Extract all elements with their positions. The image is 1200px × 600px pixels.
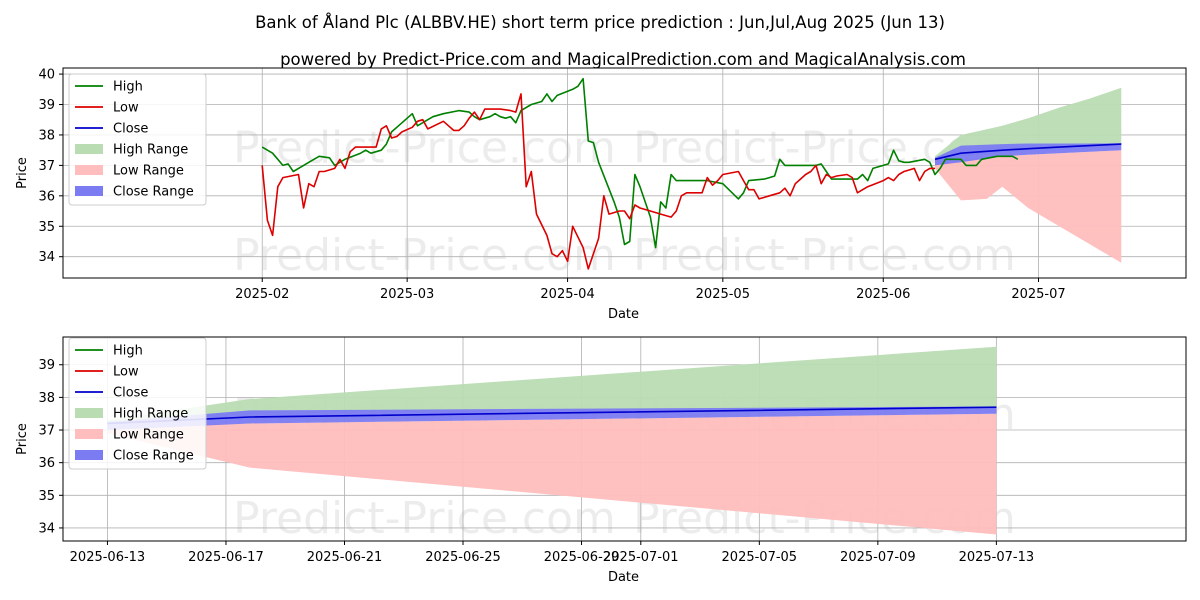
chart2-x-tick-label: 2025-06-25	[425, 550, 501, 565]
chart1-legend-label-low: Low	[113, 101, 139, 116]
chart1-y-tick-label: 37	[38, 159, 55, 174]
chart2-legend-label-high: High	[113, 344, 143, 359]
chart1-legend-label-close: Close	[113, 122, 148, 137]
chart1-low-range-area	[935, 150, 1122, 263]
chart2-x-tick-label: 2025-06-13	[70, 550, 146, 565]
chart2-x-tick-label: 2025-06-21	[307, 550, 383, 565]
chart2-legend-label-high-range: High Range	[113, 407, 188, 422]
chart2-legend-swatch-close-range	[75, 450, 103, 460]
chart1-legend: High Low Close High Range Low Range Close Ran…	[68, 73, 207, 206]
chart2-y-tick-label: 35	[38, 489, 55, 504]
chart1-low-line	[261, 93, 935, 270]
chart-title: Bank of Åland Plc (ALBBV.HE) short term …	[255, 13, 945, 32]
chart2-axes-frame	[62, 336, 1187, 542]
chart2-y-tick-label: 34	[38, 521, 55, 536]
chart2-close-range-area	[107, 406, 997, 430]
chart2-y-tick-label: 36	[38, 456, 55, 471]
chart2-watermark: Predict-Price.com	[233, 493, 616, 544]
chart2-y-tick-label: 38	[38, 391, 55, 406]
chart1-y-tick-label: 34	[38, 250, 55, 265]
chart1-x-tick-label: 2025-07	[1011, 287, 1065, 302]
chart1-legend-label-low-range: Low Range	[113, 164, 184, 179]
chart1-y-axis-label: Price	[15, 157, 30, 189]
chart2-x-tick-label: 2025-06-29	[544, 550, 620, 565]
chart1-watermark: Predict-Price.com	[233, 230, 616, 281]
chart1-legend-swatch-high-range	[75, 144, 103, 154]
chart2-legend-label-low: Low	[113, 365, 139, 380]
chart1-watermark: Predict-Price.com	[633, 230, 1016, 281]
chart1-y-tick-label: 38	[38, 128, 55, 143]
chart2-legend-label-low-range: Low Range	[113, 428, 184, 443]
chart1-close-line	[934, 143, 1122, 161]
chart1-legend-label-close-range: Close Range	[113, 185, 194, 200]
chart1-x-tick-label: 2025-05	[696, 287, 750, 302]
bottom-chart: Predict-Price.comPredict-Price.comPredic…	[15, 336, 1187, 585]
chart2-legend-swatch-high-range	[75, 408, 103, 418]
chart1-x-axis-label: Date	[608, 307, 639, 322]
chart1-legend-swatch-low-range	[75, 165, 103, 175]
chart2-y-tick-label: 37	[38, 424, 55, 439]
chart2-legend-swatch-low-range	[75, 429, 103, 439]
chart2-legend-box	[68, 337, 207, 470]
chart1-y-tick-label: 35	[38, 220, 55, 235]
chart2-x-tick-label: 2025-07-09	[840, 550, 916, 565]
chart2-x-axis-label: Date	[608, 570, 639, 585]
chart1-y-tick-label: 39	[38, 98, 55, 113]
chart1-y-tick-label: 40	[38, 68, 55, 83]
chart2-y-tick-label: 39	[38, 358, 55, 373]
chart1-legend-swatch-close-range	[75, 186, 103, 196]
chart1-x-tick-label: 2025-06	[856, 287, 910, 302]
chart2-low-range-area	[107, 413, 997, 535]
chart1-close-range-area	[935, 143, 1122, 166]
chart2-legend-label-close: Close	[113, 386, 148, 401]
chart1-legend-label-high: High	[113, 80, 143, 95]
chart1-axes-frame	[62, 67, 1187, 279]
chart2-x-tick-label: 2025-07-05	[722, 550, 798, 565]
chart1-x-tick-label: 2025-02	[235, 287, 289, 302]
chart1-y-tick-label: 36	[38, 189, 55, 204]
chart-subtitle: powered by Predict-Price.com and Magical…	[280, 50, 966, 69]
chart2-x-tick-label: 2025-07-13	[959, 550, 1035, 565]
chart1-x-tick-label: 2025-04	[540, 287, 594, 302]
chart1-legend-label-high-range: High Range	[113, 143, 188, 158]
chart2-legend: High Low Close High Range Low Range Close Ran…	[68, 337, 207, 470]
chart1-legend-box	[68, 73, 207, 206]
chart2-high-range-area	[107, 346, 997, 427]
chart2-x-tick-label: 2025-07-01	[603, 550, 679, 565]
chart2-x-tick-label: 2025-06-17	[188, 550, 264, 565]
chart1-high-line	[261, 77, 1019, 249]
chart2-y-axis-label: Price	[15, 423, 30, 455]
top-chart: Predict-Price.com Predict-Price.com Predic…	[15, 67, 1187, 322]
chart1-watermark: Predict-Price.com	[233, 123, 616, 174]
chart2-legend-label-close-range: Close Range	[113, 449, 194, 464]
chart1-x-tick-label: 2025-03	[380, 287, 434, 302]
